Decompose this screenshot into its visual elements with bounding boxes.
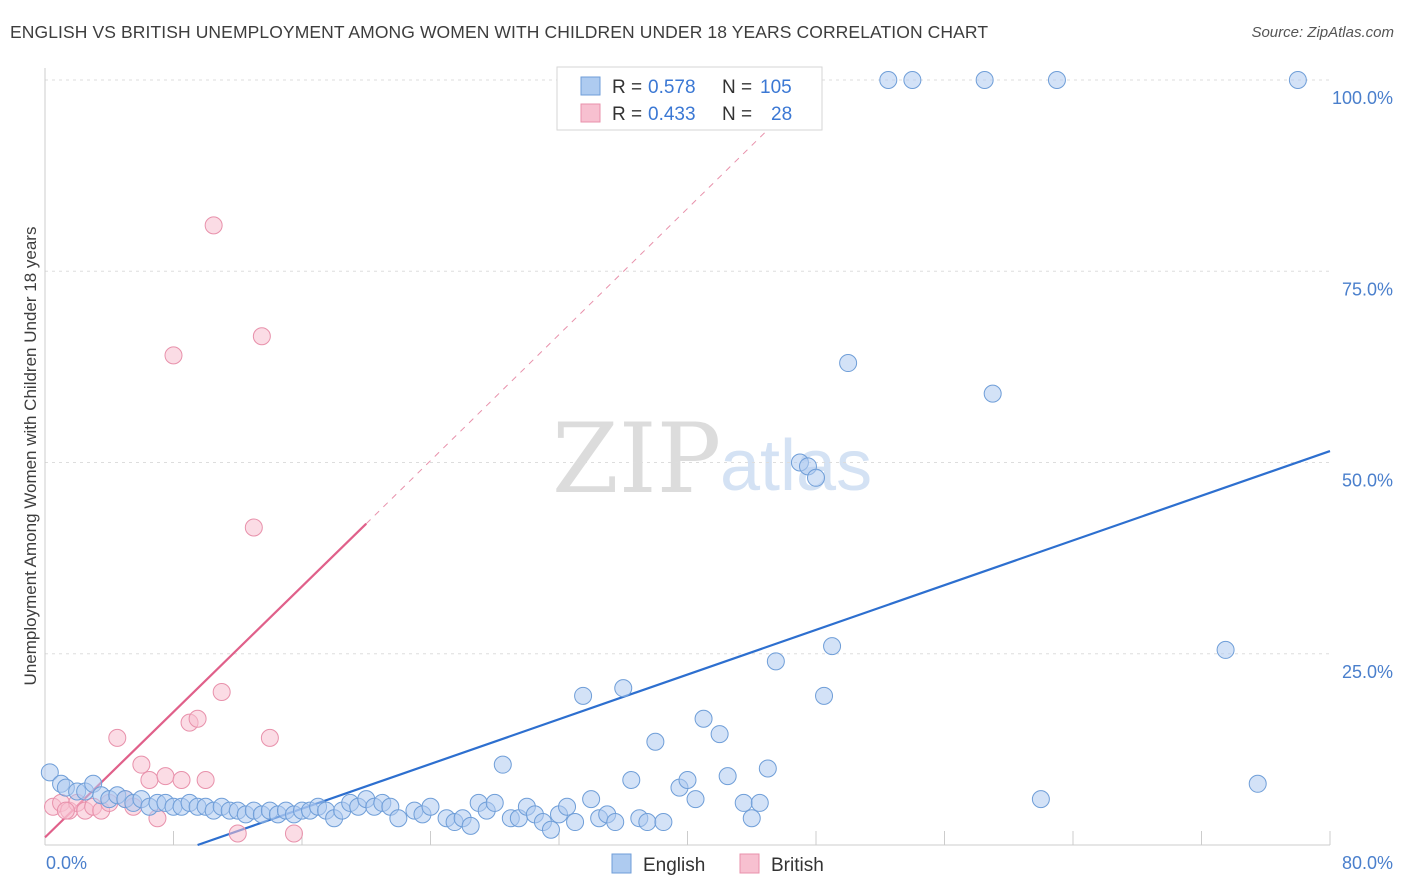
english-point bbox=[686, 790, 705, 809]
english-point bbox=[839, 354, 858, 373]
english-point bbox=[638, 813, 657, 832]
english-point bbox=[574, 686, 593, 705]
y-axis-label: Unemployment Among Women with Children U… bbox=[21, 227, 40, 686]
british-point bbox=[108, 728, 127, 747]
english-point bbox=[606, 813, 625, 832]
english-point bbox=[1216, 640, 1235, 659]
correlation-legend: R = 0.578 N = 105 R = 0.433 N = 28 bbox=[556, 66, 823, 131]
english-point bbox=[807, 468, 825, 487]
british-point bbox=[196, 770, 215, 789]
english-point bbox=[694, 709, 713, 728]
english-point bbox=[389, 809, 408, 828]
english-point bbox=[1288, 71, 1307, 89]
x-tick-label-0: 0.0% bbox=[46, 853, 87, 873]
axes bbox=[44, 68, 1330, 846]
tick-labels: 25.0% 50.0% 75.0% 100.0% 0.0% 80.0% bbox=[46, 88, 1393, 873]
english-point bbox=[815, 686, 834, 705]
british-point bbox=[56, 801, 75, 820]
english-point bbox=[718, 767, 737, 786]
british-point bbox=[252, 327, 271, 346]
english-swatch bbox=[580, 76, 601, 96]
english-n-value: 105 bbox=[760, 77, 792, 98]
british-point bbox=[156, 767, 175, 786]
english-point bbox=[582, 790, 601, 809]
chart-title: ENGLISH VS BRITISH UNEMPLOYMENT AMONG WO… bbox=[10, 22, 989, 42]
british-point bbox=[140, 770, 159, 789]
british-r-label: R = bbox=[612, 104, 642, 125]
english-point bbox=[622, 770, 641, 789]
english-point bbox=[566, 813, 585, 832]
english-point bbox=[461, 816, 480, 835]
english-point bbox=[541, 820, 560, 839]
english-point bbox=[493, 755, 512, 774]
british-point bbox=[244, 518, 263, 537]
legend-english-swatch bbox=[611, 853, 632, 874]
british-n-value: 28 bbox=[771, 104, 792, 125]
y-tick-label-0: 25.0% bbox=[1342, 662, 1393, 682]
series-legend: English British bbox=[611, 853, 824, 876]
x-tick-label-1: 80.0% bbox=[1342, 853, 1393, 873]
english-point bbox=[742, 809, 761, 828]
watermark-zip: ZIP bbox=[552, 403, 721, 515]
english-point bbox=[1031, 790, 1050, 809]
y-tick-label-1: 50.0% bbox=[1342, 471, 1393, 491]
y-tick-label-2: 75.0% bbox=[1342, 279, 1393, 299]
source-label: Source: ZipAtlas.com bbox=[1251, 24, 1394, 41]
british-point bbox=[284, 824, 303, 843]
british-point bbox=[172, 770, 191, 789]
english-point bbox=[1047, 71, 1066, 89]
british-trend-extension bbox=[365, 129, 769, 525]
british-point bbox=[204, 216, 223, 235]
british-point bbox=[212, 683, 231, 701]
english-r-value: 0.578 bbox=[648, 77, 696, 98]
y-tick-label-3: 100.0% bbox=[1332, 88, 1393, 108]
british-point bbox=[228, 824, 247, 843]
english-point bbox=[903, 71, 922, 89]
english-point bbox=[614, 679, 633, 698]
british-swatch bbox=[580, 103, 601, 123]
english-r-label: R = bbox=[612, 77, 642, 98]
english-point bbox=[766, 652, 785, 671]
british-point bbox=[188, 709, 207, 728]
legend-english-label: English bbox=[643, 855, 705, 876]
english-point bbox=[750, 793, 769, 812]
english-point bbox=[421, 797, 440, 816]
data-points bbox=[40, 71, 1307, 843]
english-point bbox=[734, 793, 753, 812]
legend-british-swatch bbox=[739, 853, 760, 874]
british-point bbox=[260, 728, 279, 747]
english-point bbox=[823, 637, 842, 656]
english-trend-line bbox=[197, 449, 1331, 847]
english-point bbox=[710, 725, 729, 744]
english-point bbox=[975, 71, 994, 89]
english-point bbox=[678, 770, 697, 789]
english-n-label: N = bbox=[722, 77, 752, 98]
british-point bbox=[132, 755, 151, 774]
english-point bbox=[1248, 774, 1267, 793]
english-point bbox=[654, 813, 673, 832]
english-point bbox=[879, 71, 898, 89]
british-point bbox=[164, 346, 183, 365]
english-point bbox=[40, 763, 59, 782]
legend-box bbox=[556, 66, 823, 131]
english-point bbox=[646, 732, 665, 751]
english-point bbox=[758, 759, 777, 778]
english-point bbox=[983, 384, 1002, 403]
english-point bbox=[485, 793, 504, 812]
legend-british-label: British bbox=[771, 855, 824, 876]
british-n-label: N = bbox=[722, 104, 752, 125]
english-point bbox=[558, 797, 577, 816]
british-r-value: 0.433 bbox=[648, 104, 696, 125]
